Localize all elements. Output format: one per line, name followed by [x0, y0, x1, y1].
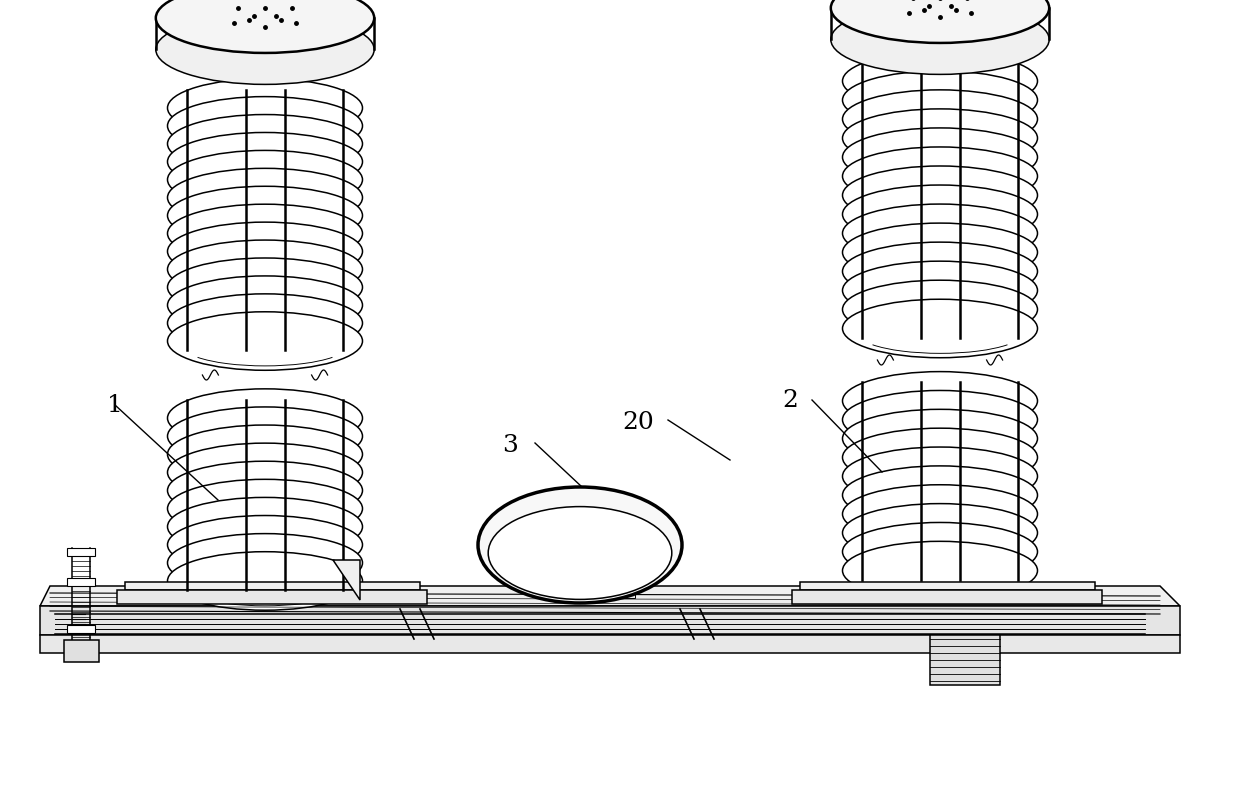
Polygon shape	[246, 400, 284, 590]
Ellipse shape	[167, 294, 362, 353]
Ellipse shape	[842, 372, 1038, 430]
Bar	[534, 580, 635, 598]
Polygon shape	[791, 590, 1102, 604]
Polygon shape	[520, 560, 536, 570]
Polygon shape	[40, 586, 1180, 606]
Ellipse shape	[842, 522, 1038, 581]
Ellipse shape	[167, 443, 362, 502]
Text: 20: 20	[622, 410, 653, 433]
Ellipse shape	[167, 276, 362, 335]
Ellipse shape	[842, 484, 1038, 544]
Text: 3: 3	[502, 433, 518, 457]
Ellipse shape	[167, 222, 362, 281]
Polygon shape	[117, 590, 428, 604]
Ellipse shape	[842, 128, 1038, 186]
Bar	[67, 578, 95, 586]
Bar	[930, 635, 999, 685]
Ellipse shape	[842, 223, 1038, 282]
Ellipse shape	[842, 90, 1038, 148]
Ellipse shape	[842, 541, 1038, 600]
Bar	[67, 548, 95, 556]
Ellipse shape	[831, 5, 1049, 74]
Polygon shape	[800, 582, 1095, 590]
Polygon shape	[920, 382, 960, 580]
Ellipse shape	[167, 168, 362, 226]
Ellipse shape	[167, 533, 362, 592]
Polygon shape	[522, 565, 649, 580]
Bar	[40, 635, 1180, 653]
Polygon shape	[40, 606, 1180, 635]
Ellipse shape	[489, 507, 672, 600]
Ellipse shape	[842, 166, 1038, 225]
Ellipse shape	[167, 133, 362, 191]
Ellipse shape	[842, 503, 1038, 562]
Ellipse shape	[831, 0, 1049, 43]
Polygon shape	[124, 582, 420, 590]
Ellipse shape	[167, 240, 362, 298]
Ellipse shape	[842, 280, 1038, 338]
Ellipse shape	[842, 261, 1038, 320]
Ellipse shape	[842, 299, 1038, 357]
Ellipse shape	[842, 428, 1038, 487]
Ellipse shape	[842, 409, 1038, 468]
Ellipse shape	[167, 79, 362, 137]
Ellipse shape	[842, 147, 1038, 205]
Bar	[64, 640, 99, 662]
Ellipse shape	[167, 258, 362, 316]
Ellipse shape	[842, 52, 1038, 110]
Text: 2: 2	[782, 388, 797, 412]
Ellipse shape	[167, 389, 362, 447]
Ellipse shape	[167, 96, 362, 155]
Ellipse shape	[842, 242, 1038, 301]
Ellipse shape	[842, 109, 1038, 167]
Ellipse shape	[842, 391, 1038, 449]
Polygon shape	[246, 90, 284, 350]
Ellipse shape	[167, 407, 362, 466]
Ellipse shape	[167, 151, 362, 209]
Ellipse shape	[842, 185, 1038, 244]
Bar	[67, 625, 95, 633]
Polygon shape	[334, 560, 360, 600]
Ellipse shape	[842, 466, 1038, 525]
Ellipse shape	[842, 204, 1038, 263]
Ellipse shape	[156, 0, 374, 53]
Ellipse shape	[167, 312, 362, 370]
Ellipse shape	[477, 487, 682, 603]
Ellipse shape	[167, 462, 362, 520]
Polygon shape	[624, 560, 640, 570]
Ellipse shape	[167, 186, 362, 245]
Ellipse shape	[167, 515, 362, 574]
Ellipse shape	[167, 204, 362, 263]
Ellipse shape	[167, 552, 362, 610]
Polygon shape	[920, 62, 960, 338]
Ellipse shape	[842, 71, 1038, 129]
Ellipse shape	[167, 114, 362, 173]
Text: 1: 1	[107, 394, 123, 417]
Ellipse shape	[842, 447, 1038, 506]
Ellipse shape	[167, 497, 362, 556]
Ellipse shape	[167, 425, 362, 484]
Ellipse shape	[156, 14, 374, 84]
Ellipse shape	[167, 480, 362, 538]
